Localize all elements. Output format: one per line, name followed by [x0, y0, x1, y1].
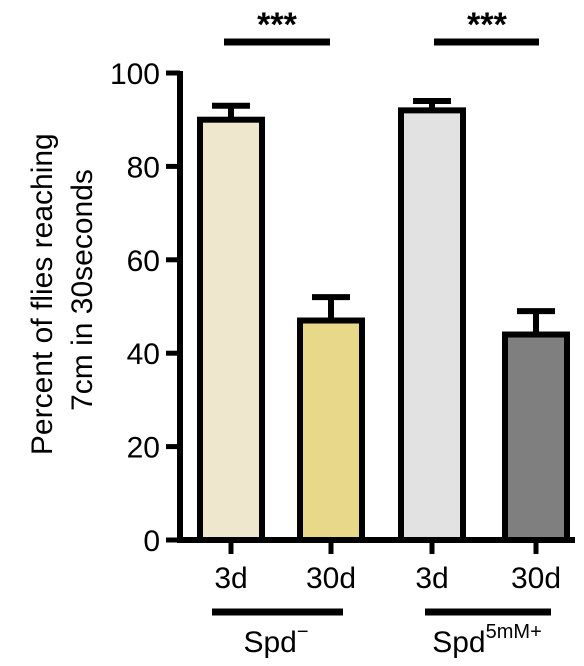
y-tick-label-3: 60	[127, 245, 160, 278]
y-axis-label-line2: 7cm in 30seconds	[66, 169, 99, 411]
y-axis-label-line1: Percent of flies reaching	[26, 133, 59, 455]
significance-label-2: ***	[467, 6, 507, 44]
category-label-3: 30d	[511, 562, 561, 595]
group-label-2-main: Spd	[432, 626, 485, 659]
significance-label-1: ***	[257, 6, 297, 44]
bar-3	[502, 331, 570, 543]
bar-2	[398, 107, 466, 544]
y-tick-label-1: 20	[127, 432, 160, 465]
category-label-1: 30d	[306, 562, 356, 595]
group-label-2: Spd5mM+	[432, 621, 542, 659]
bar-0	[197, 116, 265, 543]
y-tick-label-2: 40	[127, 338, 160, 371]
bars	[197, 98, 570, 544]
y-tick-label-4: 80	[127, 151, 160, 184]
y-axis-label: Percent of flies reaching 7cm in 30secon…	[26, 125, 99, 455]
y-tick-label-0: 0	[143, 525, 160, 558]
category-label-2: 3d	[415, 562, 448, 595]
group-label-1-sup: −	[297, 621, 309, 643]
bar-1	[297, 317, 365, 544]
category-label-0: 3d	[214, 562, 247, 595]
y-tick-label-5: 100	[110, 58, 160, 91]
category-labels: 3d 30d 3d 30d	[214, 540, 561, 595]
group-label-1-main: Spd	[243, 626, 296, 659]
group-label-2-sup: 5mM+	[486, 621, 542, 643]
group-label-1: Spd−	[243, 621, 308, 659]
